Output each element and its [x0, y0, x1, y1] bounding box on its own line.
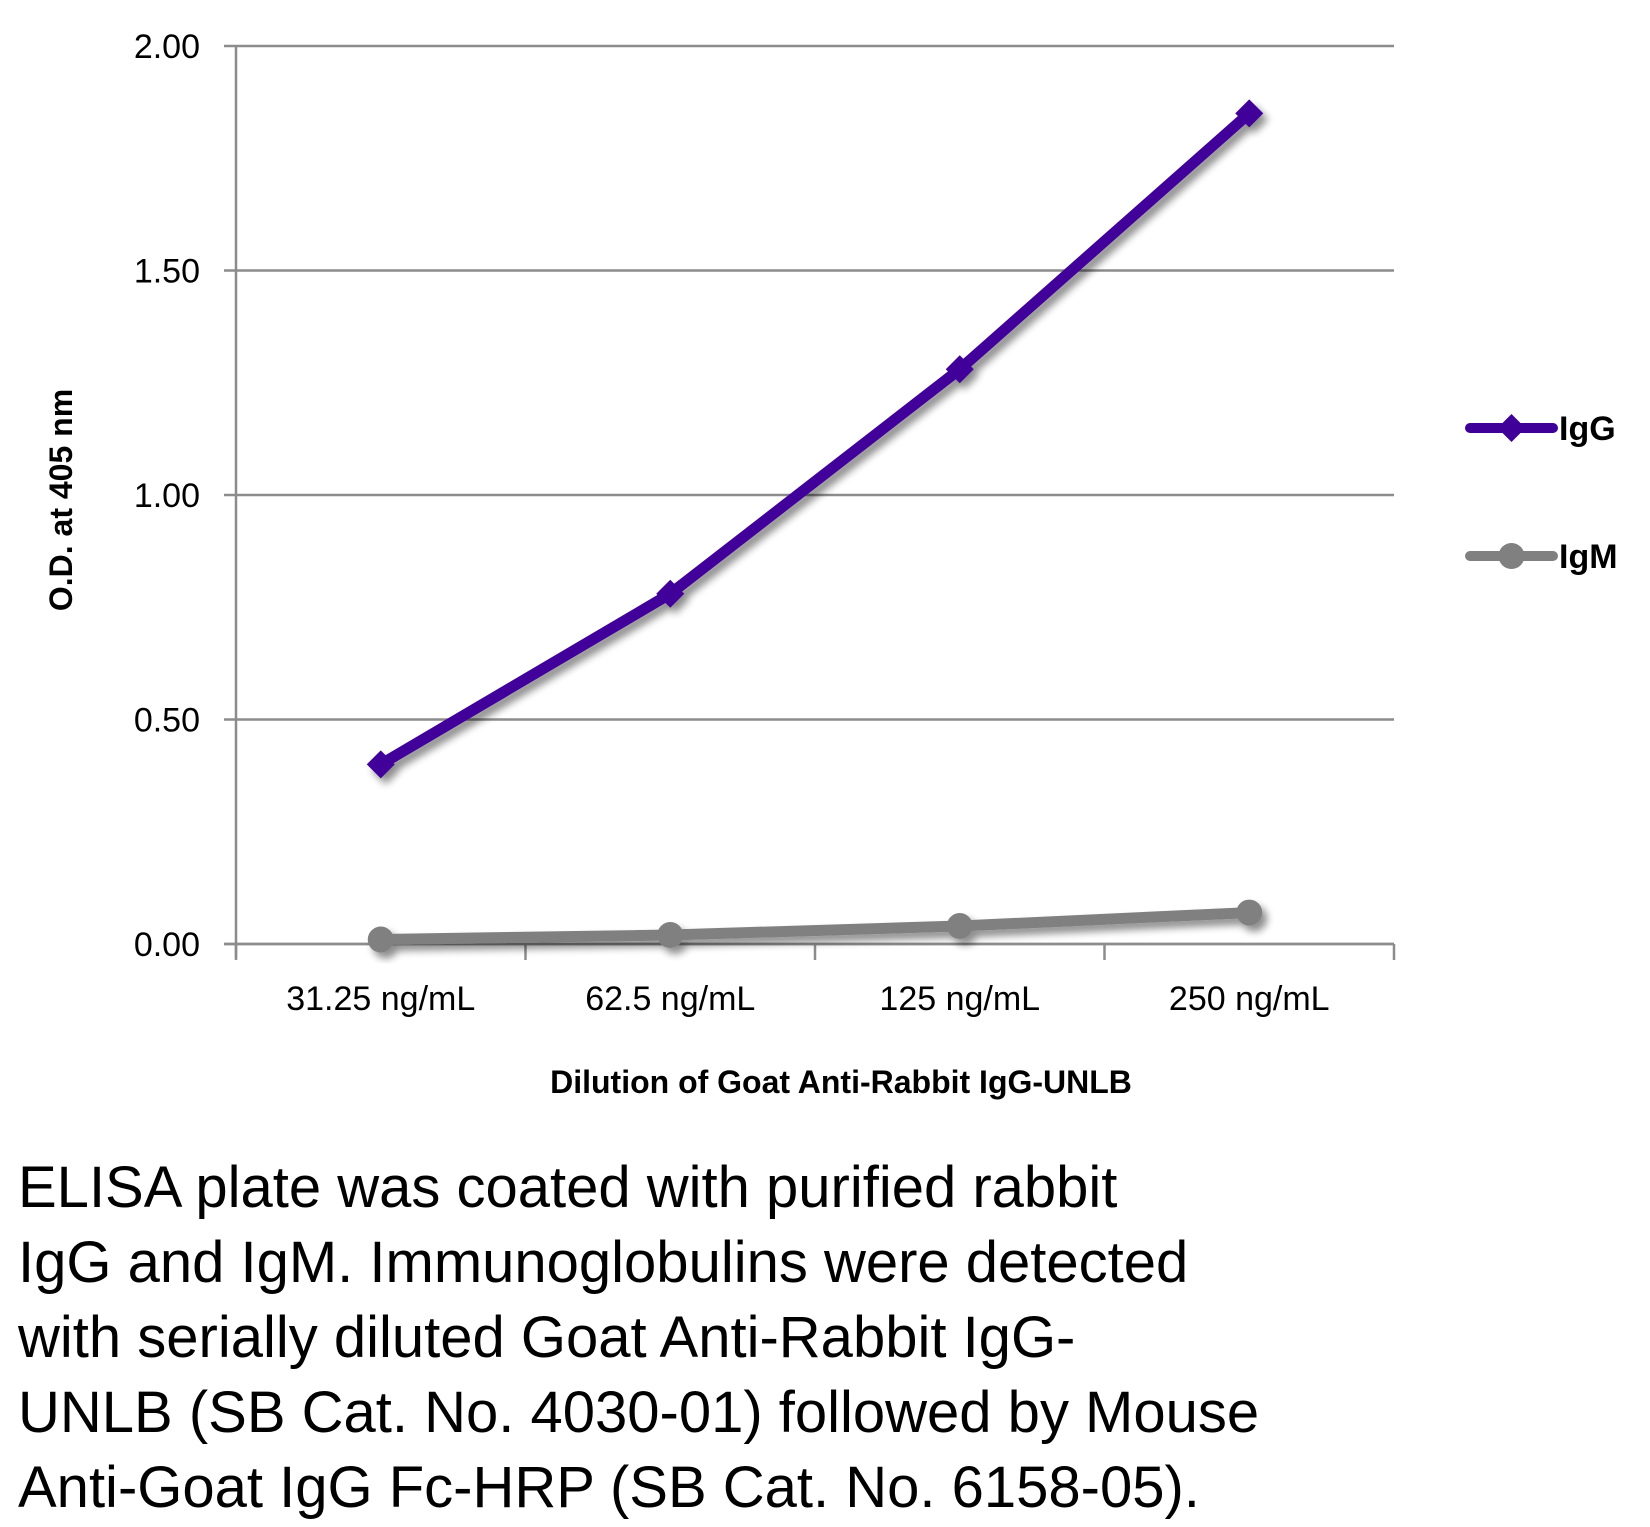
data-point-igg [1235, 99, 1264, 128]
series-line-igg [375, 107, 1255, 770]
caption-line: Anti-Goat IgG Fc-HRP (SB Cat. No. 6158-0… [18, 1455, 1200, 1520]
data-point-igm [657, 922, 684, 949]
y-tick-labels: 0.00 0.50 1.00 1.50 2.00 [134, 28, 200, 964]
elisa-line-chart: 0.00 0.50 1.00 1.50 2.00 31.25 ng/mL 62.5 ng/… [43, 28, 1618, 1100]
data-point-igm [1236, 899, 1263, 926]
x-tick-label: 125 ng/mL [879, 980, 1040, 1018]
x-axis-title: Dilution of Goat Anti-Rabbit IgG-UNLB [550, 1064, 1132, 1100]
data-point-igg [366, 750, 395, 779]
series-igm [367, 899, 1263, 953]
series-line-igm [375, 907, 1255, 946]
caption-line: IgG and IgM. Immunoglobulins were detect… [18, 1230, 1189, 1295]
y-tick-label: 2.00 [134, 28, 200, 66]
legend-circle-icon [1498, 543, 1525, 569]
series-group [366, 99, 1264, 953]
legend-item-igm: IgM [1465, 538, 1618, 576]
data-point-igm [946, 913, 973, 940]
figure-caption: ELISA plate was coated with purified rab… [18, 1150, 1538, 1525]
x-tick-label: 62.5 ng/mL [585, 980, 755, 1018]
y-tick-label: 1.50 [134, 253, 200, 291]
y-axis-title: O.D. at 405 nm [43, 389, 79, 611]
x-tick-labels: 31.25 ng/mL 62.5 ng/mL 125 ng/mL 250 ng/mL [286, 980, 1329, 1018]
caption-line: with serially diluted Goat Anti-Rabbit I… [18, 1305, 1076, 1370]
legend: IgG IgM [1465, 410, 1618, 576]
y-tick-label: 0.50 [134, 702, 200, 740]
legend-label: IgM [1559, 538, 1618, 576]
caption-line: ELISA plate was coated with purified rab… [18, 1155, 1118, 1220]
legend-item-igg: IgG [1465, 410, 1616, 448]
data-point-igm [367, 926, 394, 953]
x-tick-label: 31.25 ng/mL [286, 980, 475, 1018]
series-igg [366, 99, 1264, 779]
caption-line: UNLB (SB Cat. No. 4030-01) followed by M… [18, 1380, 1260, 1445]
y-tick-label: 1.00 [134, 477, 200, 515]
data-point-igg [656, 579, 685, 608]
data-point-igg [945, 355, 974, 384]
legend-label: IgG [1559, 410, 1616, 448]
y-tick-label: 0.00 [134, 926, 200, 964]
gridlines [224, 44, 1394, 946]
legend-diamond-icon [1497, 414, 1526, 442]
x-tick-label: 250 ng/mL [1169, 980, 1330, 1018]
axes [224, 46, 1396, 960]
